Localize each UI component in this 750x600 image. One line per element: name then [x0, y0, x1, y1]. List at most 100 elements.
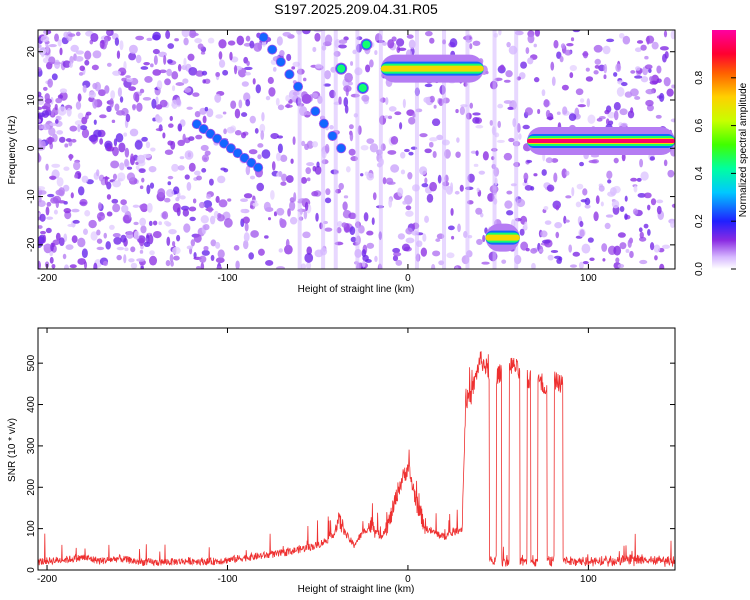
spectrogram-noise-cell — [649, 242, 655, 251]
spectrogram-noise-cell — [84, 50, 92, 60]
spectrogram-noise-cell — [520, 61, 528, 69]
spectrogram-noise-cell — [578, 261, 584, 269]
spectrogram-noise-cell — [277, 143, 283, 154]
spectrogram-noise-cell — [69, 125, 78, 132]
spectrogram-noise-cell — [78, 72, 84, 76]
spectrogram-noise-cell — [366, 172, 375, 181]
spectrogram-noise-cell — [348, 81, 354, 86]
spectrogram-noise-cell — [602, 258, 606, 262]
spectrogram-noise-cell — [104, 175, 108, 186]
spectrogram-energy-cell — [362, 40, 371, 49]
spectrogram-noise-cell — [65, 138, 72, 142]
spectrogram-noise-cell — [135, 54, 142, 64]
spectrogram-noise-cell — [522, 124, 530, 130]
spectrogram-noise-cell — [48, 127, 56, 136]
spectrogram-energy-cell — [268, 45, 277, 54]
spectrogram-noise-cell — [659, 263, 665, 269]
spectrogram-noise-cell — [639, 158, 644, 168]
spectrogram-noise-cell — [291, 66, 296, 70]
snr-y-tick-label: 200 — [26, 478, 37, 495]
spectrogram-x-tick-label: 100 — [580, 273, 597, 284]
spectrogram-noise-cell — [208, 178, 214, 186]
spectrogram-noise-cell — [252, 202, 259, 207]
spectrogram-noise-cell — [92, 82, 98, 90]
spectrogram-noise-cell — [425, 31, 433, 37]
spectrogram-noise-cell — [609, 187, 617, 196]
spectrogram-noise-cell — [38, 47, 47, 56]
spectrogram-noise-cell — [595, 195, 600, 205]
spectrogram-noise-cell — [429, 137, 438, 142]
spectrogram-noise-cell — [146, 234, 150, 244]
spectrogram-noise-cell — [374, 50, 378, 55]
spectrogram-x-ticks: -200 -100 0 100 — [37, 30, 597, 284]
snr-y-tick-label: 0 — [26, 567, 37, 573]
spectrogram-noise-cell — [525, 47, 530, 54]
spectrogram-noise-cell — [181, 64, 188, 70]
spectrogram-noise-cell — [639, 259, 648, 265]
spectrogram-noise-cell — [249, 175, 256, 180]
spectrogram-noise-cell — [361, 94, 370, 102]
spectrogram-noise-cell — [130, 246, 136, 253]
spectrogram-noise-cell — [584, 204, 591, 209]
spectrogram-noise-cell — [431, 118, 441, 127]
spectrogram-noise-cell — [183, 223, 191, 233]
spectrogram-noise-cell — [38, 43, 42, 49]
spectrogram-noise-cell — [489, 119, 494, 126]
spectrogram-noise-cell — [193, 252, 197, 259]
spectrogram-noise-cell — [124, 147, 130, 158]
spectrogram-noise-cell — [165, 30, 171, 39]
spectrogram-noise-cell — [424, 148, 432, 154]
spectrogram-noise-cell — [245, 165, 251, 176]
spectrogram-noise-cell — [48, 43, 57, 48]
spectrogram-noise-cell — [534, 30, 541, 37]
spectrogram-noise-cell — [128, 44, 138, 54]
spectrogram-noise-cell — [476, 238, 483, 245]
spectrogram-noise-cell — [93, 119, 97, 125]
spectrogram-noise-cell — [635, 66, 641, 71]
spectrogram-noise-cell — [579, 98, 585, 103]
spectrogram-noise-cell — [575, 201, 582, 208]
spectrogram-noise-cell — [256, 182, 265, 192]
spectrogram-noise-cell — [128, 86, 137, 91]
spectrogram-noise-cell — [192, 92, 200, 97]
spectrogram-noise-cell — [93, 262, 98, 269]
spectrogram-noise-cell — [148, 165, 157, 173]
spectrogram-noise-cell — [195, 266, 202, 269]
spectrogram-noise-cell — [284, 244, 293, 255]
spectrogram-noise-cell — [174, 38, 179, 42]
spectrogram-noise-cell — [202, 79, 206, 84]
spectrogram-noise-cell — [311, 92, 319, 99]
spectrogram-noise-cell — [223, 168, 229, 173]
spectrogram-noise-cell — [520, 241, 529, 251]
spectrogram-noise-cell — [424, 177, 428, 184]
spectrogram-x-label: Height of straight line (km) — [298, 284, 415, 295]
spectrogram-noise-cell — [545, 109, 551, 119]
spectrogram-noise-cell — [324, 70, 331, 80]
spectrogram-noise-cell — [46, 137, 55, 143]
spectrogram-noise-cell — [105, 241, 111, 250]
spectrogram-noise-cell — [281, 173, 288, 182]
spectrogram-noise-cell — [146, 184, 151, 195]
spectrogram-noise-cell — [241, 81, 249, 87]
spectrogram-noise-cell — [182, 208, 190, 217]
spectrogram-noise-cell — [48, 56, 56, 65]
spectrogram-noise-cell — [38, 139, 43, 149]
spectrogram-noise-cell — [190, 32, 199, 37]
spectrogram-noise-cell — [241, 112, 248, 118]
spectrogram-noise-cell — [157, 188, 166, 198]
spectrogram-noise-cell — [121, 204, 129, 213]
spectrogram-noise-cell — [188, 162, 196, 172]
spectrogram-noise-cell — [407, 172, 413, 180]
spectrogram-noise-cell — [304, 201, 309, 212]
spectrogram-noise-cell — [503, 79, 511, 83]
spectrogram-noise-cell — [120, 234, 127, 243]
spectrogram-noise-cell — [636, 177, 642, 182]
spectrogram-noise-cell — [75, 56, 84, 62]
spectrogram-noise-cell — [390, 135, 399, 145]
spectrogram-noise-cell — [253, 42, 262, 52]
spectrogram-noise-cell — [565, 170, 570, 176]
spectrogram-noise-cell — [303, 210, 308, 220]
spectrogram-noise-cell — [374, 255, 378, 263]
spectrogram-noise-cell — [215, 257, 225, 264]
spectrogram-noise-cell — [593, 44, 603, 53]
